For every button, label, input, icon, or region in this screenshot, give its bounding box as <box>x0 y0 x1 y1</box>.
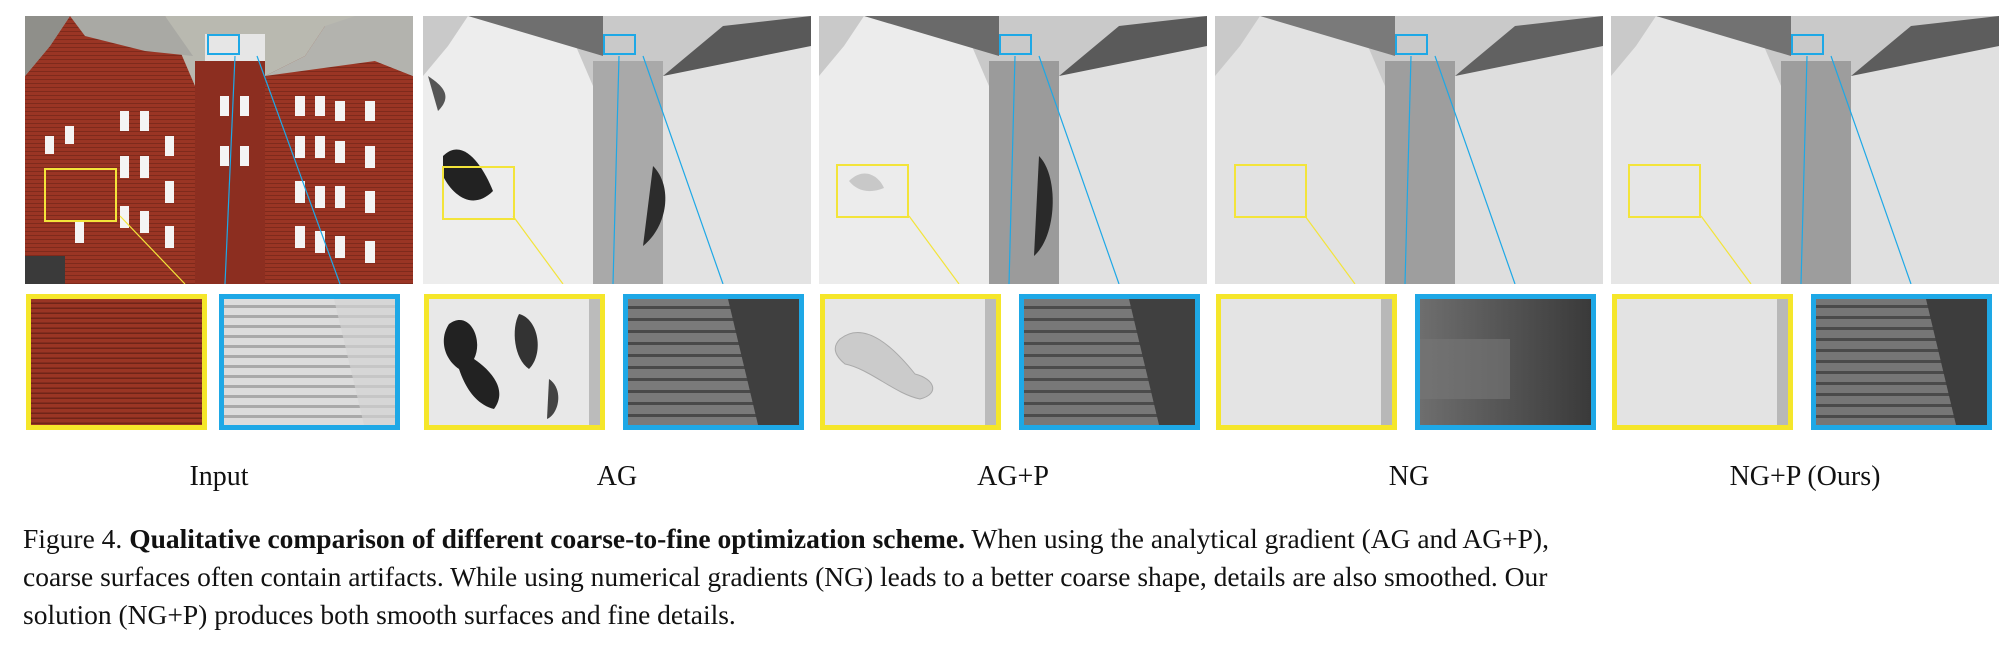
blue-zoom-inset <box>1019 294 1200 430</box>
input-building-photo <box>25 16 413 284</box>
ng-p-render <box>1611 16 1999 284</box>
caption-line-2: coarse surfaces often contain artifacts.… <box>23 561 1548 592</box>
blue-roi-box <box>1395 34 1428 55</box>
yellow-roi-box <box>1234 164 1307 218</box>
blue-zoom-inset <box>1811 294 1992 430</box>
figure-caption: Figure 4. Qualitative comparison of diff… <box>23 520 2008 634</box>
yellow-roi-box <box>836 164 909 218</box>
blue-roi-box <box>1791 34 1824 55</box>
panel-input: Input <box>25 16 413 492</box>
panel-label: NG <box>1388 461 1430 492</box>
panel-label: NG+P (Ours) <box>1729 461 1881 492</box>
caption-line-3: solution (NG+P) produces both smooth sur… <box>23 599 736 630</box>
panel-ag-p: AG+P <box>819 16 1207 492</box>
yellow-zoom-inset <box>1216 294 1397 430</box>
blue-roi-box <box>603 34 636 55</box>
yellow-roi-box <box>1628 164 1701 218</box>
yellow-zoom-inset <box>424 294 605 430</box>
yellow-zoom-inset <box>820 294 1001 430</box>
caption-bold-title: Qualitative comparison of different coar… <box>129 523 965 554</box>
yellow-roi-box <box>44 168 117 222</box>
blue-zoom-inset <box>1415 294 1596 430</box>
panel-label: Input <box>189 461 249 492</box>
panel-ag: AG <box>423 16 811 492</box>
panel-ng: NG <box>1215 16 1603 492</box>
panel-label: AG+P <box>977 461 1049 492</box>
yellow-roi-box <box>442 166 515 220</box>
ag-render <box>423 16 811 284</box>
yellow-zoom-inset <box>26 294 207 430</box>
blue-roi-box <box>207 34 240 55</box>
caption-prefix: Figure 4. <box>23 523 123 554</box>
blue-roi-box <box>999 34 1032 55</box>
yellow-zoom-inset <box>1612 294 1793 430</box>
ng-render <box>1215 16 1603 284</box>
blue-zoom-inset <box>623 294 804 430</box>
caption-line1-rest: When using the analytical gradient (AG a… <box>971 523 1549 554</box>
panel-label: AG <box>596 461 638 492</box>
ag-p-render <box>819 16 1207 284</box>
caption-line-1: Figure 4. Qualitative comparison of diff… <box>23 520 2008 558</box>
blue-zoom-inset <box>219 294 400 430</box>
panel-ng-p-ours: NG+P (Ours) <box>1611 16 1999 492</box>
